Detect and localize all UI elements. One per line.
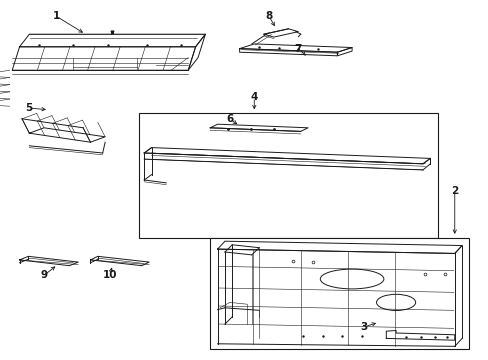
Text: 7: 7 [294, 44, 302, 54]
Text: 6: 6 [226, 114, 233, 124]
Bar [139, 113, 437, 238]
Text: 2: 2 [450, 186, 457, 196]
Bar [210, 238, 468, 349]
Text: 3: 3 [360, 322, 367, 332]
Text: 1: 1 [53, 11, 60, 21]
Text: 9: 9 [41, 270, 47, 280]
Text: 8: 8 [265, 11, 272, 21]
Text: 5: 5 [25, 103, 32, 113]
Text: 4: 4 [250, 92, 258, 102]
Text: 10: 10 [102, 270, 117, 280]
